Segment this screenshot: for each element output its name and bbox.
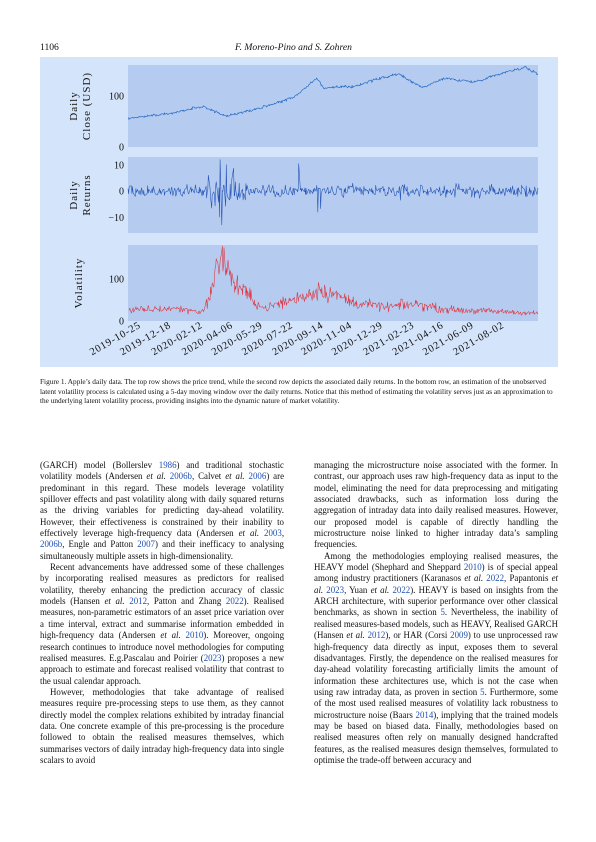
- page-number: 1106: [40, 42, 59, 53]
- subplot-3: Volatility 100 0: [73, 245, 539, 328]
- citation-link[interactable]: 2003: [259, 528, 282, 539]
- y-axis-label: Daily: [68, 180, 80, 209]
- subplot-1: Daily Close (USD) 0 100: [68, 65, 539, 154]
- plot-area: [128, 65, 538, 147]
- figure-caption: Figure 1. Apple’s daily data. The top ro…: [40, 377, 558, 406]
- citation-link[interactable]: 2006b: [165, 471, 192, 482]
- series-line: [127, 159, 539, 226]
- y-tick-label: 100: [109, 274, 124, 285]
- y-tick-label: 0: [119, 143, 124, 154]
- caption-label: Figure 1.: [40, 377, 67, 386]
- citation-link[interactable]: 2006: [244, 471, 267, 482]
- citation-link[interactable]: 2022: [225, 596, 244, 607]
- citation-link[interactable]: 2014: [415, 709, 434, 720]
- citation-link[interactable]: 2023: [323, 584, 345, 595]
- y-tick-label: −10: [108, 213, 124, 224]
- figure-1: Daily Close (USD) 0 100 Daily Returns 10 0 −10 Vo…: [40, 57, 558, 367]
- y-tick-label: 0: [119, 187, 124, 198]
- y-tick-label: 0: [119, 317, 124, 328]
- citation-link[interactable]: 1986: [158, 460, 177, 470]
- y-axis-label: Returns: [81, 174, 93, 215]
- running-header-authors: F. Moreno-Pino and S. Zohren: [235, 42, 352, 53]
- plot-area: [128, 157, 538, 233]
- paragraph: (GARCH) model (Bollerslev 1986) and trad…: [40, 460, 285, 561]
- paragraph: Among the methodologies employing realis…: [314, 550, 559, 765]
- citation-link[interactable]: 2010: [180, 630, 204, 641]
- section-link[interactable]: 5: [440, 607, 445, 618]
- citation-link[interactable]: 2007: [137, 539, 155, 550]
- plot-area: [128, 245, 538, 321]
- y-tick-label: 10: [114, 160, 124, 171]
- y-tick-label: 100: [109, 91, 124, 102]
- citation-link[interactable]: 2023: [203, 652, 222, 663]
- citation-link[interactable]: 2012: [124, 596, 147, 607]
- series-line: [128, 245, 539, 316]
- section-link[interactable]: 5: [480, 686, 485, 697]
- right-column: managing the microstructure noise associ…: [314, 460, 558, 766]
- left-column: (GARCH) model (Bollerslev 1986) and trad…: [40, 460, 284, 766]
- subplot-2: Daily Returns 10 0 −10: [68, 157, 539, 233]
- y-axis-label: Volatility: [73, 258, 85, 309]
- caption-text: Apple’s daily data. The top row shows th…: [40, 377, 553, 406]
- citation-link[interactable]: 2009: [450, 630, 468, 641]
- y-axis-label: Daily: [68, 91, 80, 120]
- citation-link[interactable]: 2022: [483, 573, 505, 584]
- y-axis-label: Close (USD): [81, 72, 93, 140]
- citation-link[interactable]: 2022: [389, 584, 411, 595]
- paragraph: Recent advancements have addressed some …: [40, 562, 285, 686]
- citation-link[interactable]: 2006b: [40, 539, 63, 550]
- series-line: [127, 65, 539, 120]
- paragraph: However, methodologies that take advanta…: [40, 686, 284, 765]
- paragraph: managing the microstructure noise associ…: [314, 460, 558, 550]
- x-axis-ticks: 2019-10-252019-12-182020-02-122020-04-06…: [88, 320, 506, 358]
- citation-link[interactable]: 2012: [364, 630, 386, 641]
- citation-link[interactable]: 2010: [463, 562, 482, 573]
